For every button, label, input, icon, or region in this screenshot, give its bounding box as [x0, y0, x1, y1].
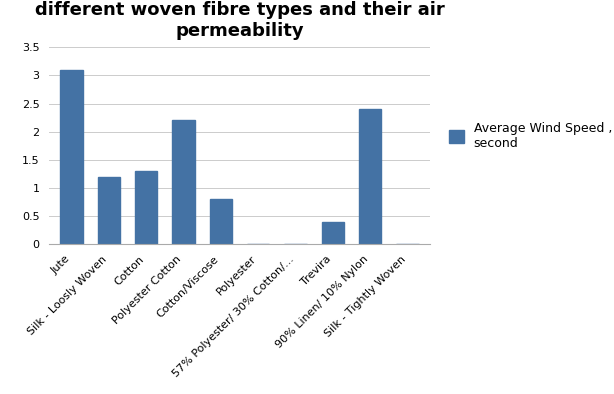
Bar [359, 109, 381, 244]
Bar [322, 222, 344, 244]
Bar [98, 177, 120, 244]
Bar [173, 121, 195, 244]
Title: A graph to show the relationship between
different woven fibre types and their a: A graph to show the relationship between… [26, 0, 453, 40]
Bar [135, 171, 157, 244]
Legend: Average Wind Speed , metres /
second: Average Wind Speed , metres / second [444, 117, 614, 155]
Bar [209, 199, 232, 244]
Bar [60, 70, 83, 244]
